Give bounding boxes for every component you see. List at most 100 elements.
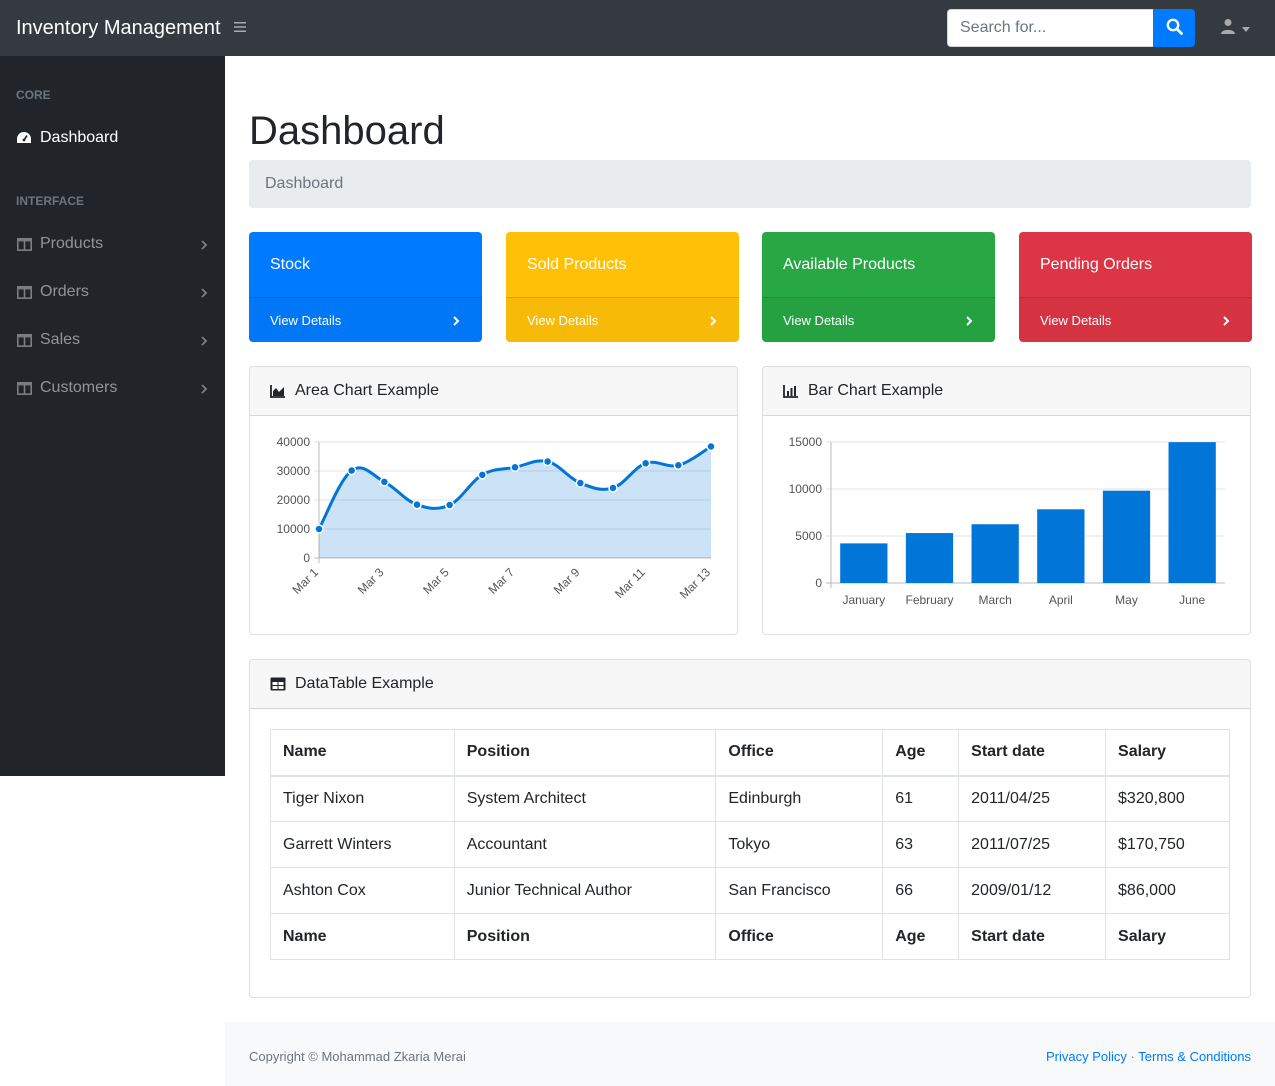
caret-down-icon	[1242, 19, 1250, 37]
sidebar-item-products[interactable]: Products	[16, 232, 210, 256]
data-point	[379, 477, 390, 487]
table-cell: Tiger Nixon	[270, 775, 455, 822]
area-chart-icon	[270, 384, 286, 398]
view-details-link[interactable]: View Details	[783, 313, 855, 328]
table-cell: Junior Technical Author	[453, 867, 717, 914]
column-header-office[interactable]: Office	[715, 729, 884, 777]
y-tick-label: 10000	[277, 522, 311, 536]
x-tick-label: Mar 3	[355, 565, 387, 597]
stat-card-footer[interactable]: View Details	[506, 297, 739, 342]
columns-icon	[16, 284, 32, 300]
table-row: Tiger Nixon System Architect Edinburgh 6…	[270, 775, 1230, 822]
view-details-link[interactable]: View Details	[270, 313, 342, 328]
terms-conditions-link[interactable]: Terms & Conditions	[1138, 1049, 1251, 1064]
chevron-right-icon	[1221, 314, 1231, 326]
footer-links: Privacy Policy · Terms & Conditions	[1046, 1049, 1251, 1064]
data-point	[510, 462, 520, 473]
area-chart-card: Area Chart Example 0 10000 20000 30000 40000…	[249, 366, 738, 635]
y-tick-label: 5000	[795, 529, 822, 543]
x-tick-label: Mar 1	[290, 565, 322, 597]
data-table: Name Position Office Age Start date Sala…	[270, 729, 1230, 960]
table-cell: Tokyo	[715, 821, 884, 868]
x-tick-label: Mar 13	[677, 565, 714, 602]
breadcrumb: Dashboard	[249, 160, 1251, 208]
search-input[interactable]	[947, 9, 1154, 47]
x-tick-label: Mar 11	[612, 565, 648, 601]
x-tick-label: April	[1049, 593, 1073, 607]
page-title: Dashboard	[249, 109, 445, 153]
stat-card-footer[interactable]: View Details	[1019, 297, 1252, 342]
stat-card-title: Stock	[270, 256, 311, 273]
column-header-age[interactable]: Age	[882, 729, 960, 777]
sidebar-item-customers[interactable]: Customers	[16, 376, 210, 400]
column-footer-start-date: Start date	[958, 913, 1107, 960]
stat-card-title: Pending Orders	[1040, 256, 1153, 273]
sidebar-item-orders[interactable]: Orders	[16, 280, 210, 304]
stat-card-pending-orders: Pending Orders View Details	[1019, 232, 1252, 342]
view-details-link[interactable]: View Details	[1040, 313, 1112, 328]
table-row: Garrett Winters Accountant Tokyo 63 2011…	[270, 821, 1230, 868]
sidebar-item-label: Customers	[40, 379, 118, 396]
table-cell: Accountant	[453, 821, 717, 868]
table-header-row: Name Position Office Age Start date Sala…	[270, 729, 1230, 777]
bar	[905, 533, 954, 583]
table-footer-row: Name Position Office Age Start date Sala…	[270, 913, 1230, 960]
data-point	[444, 500, 455, 510]
table-cell: 61	[882, 775, 960, 822]
menu-toggle-icon[interactable]	[233, 20, 247, 34]
sidebar-item-label: Orders	[40, 283, 89, 300]
sidebar-item-sales[interactable]: Sales	[16, 328, 210, 352]
x-tick-label: June	[1179, 593, 1205, 607]
column-footer-position: Position	[453, 913, 717, 960]
copyright-text: Copyright © Mohammad Zkaria Merai	[249, 1049, 466, 1064]
y-tick-label: 40000	[277, 435, 311, 449]
table-row: Ashton Cox Junior Technical Author San F…	[270, 867, 1230, 914]
stat-card-title: Sold Products	[527, 256, 627, 273]
table-cell: 66	[882, 867, 960, 914]
columns-icon	[16, 380, 32, 396]
search-group	[947, 9, 1195, 47]
x-tick-label: Mar 9	[551, 565, 583, 597]
tachometer-icon	[16, 130, 32, 146]
sidebar: CORE Dashboard INTERFACE Products Orders…	[0, 56, 225, 776]
stat-card-sold-products: Sold Products View Details	[506, 232, 739, 342]
sidebar-item-dashboard[interactable]: Dashboard	[16, 126, 210, 150]
privacy-policy-link[interactable]: Privacy Policy	[1046, 1049, 1127, 1064]
y-tick-label: 0	[303, 551, 310, 565]
y-tick-label: 0	[815, 576, 822, 590]
chevron-right-icon	[198, 286, 210, 298]
table-cell: 2009/01/12	[958, 867, 1107, 914]
column-header-name[interactable]: Name	[270, 729, 455, 777]
sidebar-item-label: Sales	[40, 331, 81, 348]
user-menu-dropdown[interactable]	[1220, 18, 1256, 38]
column-header-start-date[interactable]: Start date	[958, 729, 1107, 777]
top-navbar: Inventory Management	[0, 0, 1275, 56]
footer-separator: ·	[1130, 1049, 1135, 1064]
x-tick-label: Mar 7	[486, 565, 518, 597]
chevron-right-icon	[198, 382, 210, 394]
data-point	[314, 524, 324, 534]
brand-title[interactable]: Inventory Management	[16, 17, 221, 39]
user-icon	[1220, 18, 1236, 39]
sidebar-item-label: Dashboard	[40, 129, 119, 146]
view-details-link[interactable]: View Details	[527, 313, 599, 328]
table-cell: Ashton Cox	[270, 867, 455, 914]
data-point	[477, 470, 488, 480]
search-button[interactable]	[1153, 9, 1195, 47]
area-chart: 0 10000 20000 30000 40000 Mar 1 Mar 3 Mar 5 Mar …	[277, 435, 716, 602]
column-header-position[interactable]: Position	[453, 729, 717, 777]
data-point	[542, 456, 553, 467]
card-header: Bar Chart Example	[763, 367, 1250, 416]
breadcrumb-item: Dashboard	[265, 175, 344, 192]
y-tick-label: 10000	[789, 482, 823, 496]
x-tick-label: May	[1115, 593, 1138, 607]
footer: Copyright © Mohammad Zkaria Merai Privac…	[225, 1022, 1275, 1086]
bar	[840, 543, 888, 583]
card-header: Area Chart Example	[250, 367, 737, 416]
y-tick-label: 30000	[277, 464, 311, 478]
card-title: Area Chart Example	[295, 382, 440, 399]
stat-card-footer[interactable]: View Details	[762, 297, 995, 342]
column-header-salary[interactable]: Salary	[1105, 729, 1230, 777]
stat-card-available-products: Available Products View Details	[762, 232, 995, 342]
stat-card-footer[interactable]: View Details	[249, 297, 482, 342]
